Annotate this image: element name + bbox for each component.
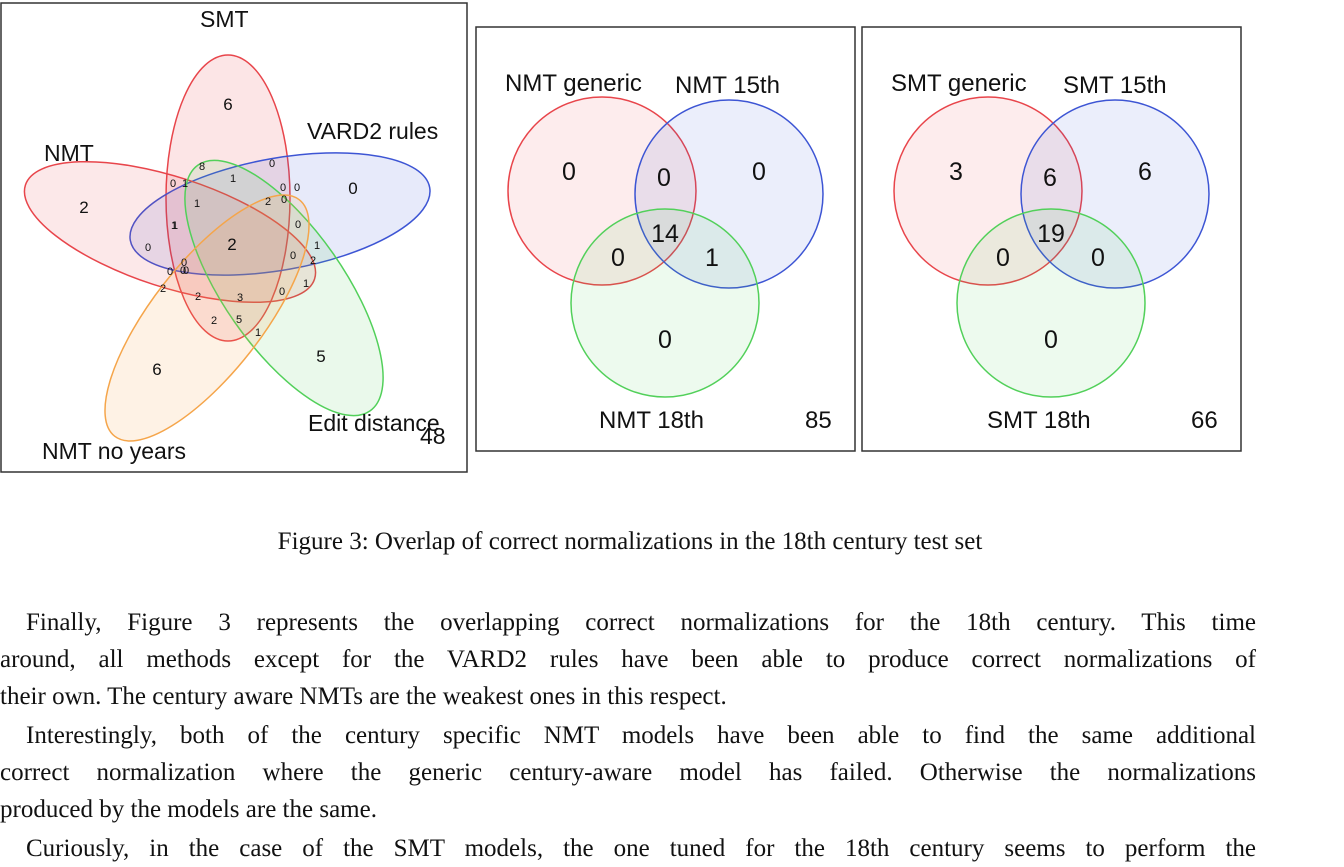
set-a-label: SMT generic: [891, 70, 1027, 97]
set-b-label: SMT 15th: [1063, 72, 1167, 99]
figure-caption: Figure 3: Overlap of correct normalizati…: [277, 528, 983, 555]
region-count: 1: [171, 220, 177, 232]
region-count: 2: [310, 255, 316, 267]
edit-distance-ellipse: [184, 159, 384, 417]
region-count: 1: [255, 327, 261, 339]
count-ac: 0: [611, 244, 625, 272]
panel-border: [861, 26, 1242, 452]
region-count: 0: [290, 250, 296, 262]
count-bc: 1: [705, 244, 719, 272]
region-count: 0: [181, 257, 187, 269]
region-count: 1: [230, 173, 236, 185]
panel-border: [0, 2, 468, 473]
venn-smt-panel: SMT generic SMT 15th SMT 18th 66 3 6 6 1…: [861, 26, 1243, 454]
vard-ellipse: [129, 152, 431, 276]
paragraph: Curiously, in the case of the SMT models…: [0, 830, 1256, 867]
region-count: 0: [295, 219, 301, 231]
region-count: 2: [227, 235, 236, 254]
count-a-only: 3: [949, 158, 963, 186]
paragraph-line: around, all methods except for the VARD2…: [0, 646, 1256, 673]
region-count: 0: [167, 266, 173, 278]
count-b-only: 6: [1138, 158, 1152, 186]
paragraph-line: correct normalization where the generic …: [0, 759, 1256, 786]
region-count: 2: [79, 198, 88, 217]
count-b-only: 0: [752, 158, 766, 186]
set-c-circle: [570, 208, 760, 398]
region-count: 6: [223, 95, 232, 114]
paragraph-line: their own. The century aware NMTs are th…: [0, 683, 727, 710]
region-count: 0: [145, 242, 151, 254]
count-ab: 6: [1043, 164, 1057, 192]
edit-distance-label: Edit distance: [308, 410, 440, 436]
region-count: 6: [152, 360, 161, 379]
region-count: 5: [236, 314, 242, 326]
smt-label: SMT: [200, 6, 249, 32]
set-b-circle: [634, 99, 824, 289]
count-abc: 14: [651, 220, 679, 248]
set-c-label: NMT 18th: [599, 407, 704, 434]
paragraph: Interestingly, both of the century speci…: [0, 717, 1256, 828]
region-count: 3: [237, 292, 243, 304]
region-count: 2: [195, 291, 201, 303]
count-bc: 0: [1091, 244, 1105, 272]
set-c-circle: [956, 208, 1146, 398]
paragraph-line: Curiously, in the case of the SMT models…: [26, 835, 1256, 862]
region-count: 1: [182, 178, 188, 190]
paragraph-line: Interestingly, both of the century speci…: [26, 722, 1256, 749]
venn-five-set-panel: SMT NMT VARD2 rules Edit distance NMT no…: [0, 0, 470, 476]
count-abc: 19: [1037, 220, 1065, 248]
outside-count: 48: [420, 423, 446, 449]
nmt-no-years-label: NMT no years: [42, 438, 186, 464]
set-b-circle: [1020, 99, 1210, 289]
region-count: 0: [348, 179, 357, 198]
panel-border: [475, 26, 856, 452]
region-count: 0: [170, 178, 176, 190]
nmt-no-years-ellipse: [104, 194, 310, 442]
count-a-only: 0: [562, 158, 576, 186]
region-count: 0: [281, 194, 287, 206]
region-count: 1: [172, 220, 178, 232]
region-count: 2: [160, 283, 166, 295]
set-a-label: NMT generic: [505, 70, 642, 97]
region-count: 0: [269, 158, 275, 170]
count-c-only: 0: [1044, 326, 1058, 354]
region-count: 5: [316, 347, 325, 366]
region-count: 1: [194, 198, 200, 210]
vard-label: VARD2 rules: [307, 118, 438, 144]
region-count: 1: [314, 240, 320, 252]
paragraph: Finally, Figure 3 represents the overlap…: [0, 604, 1256, 715]
nmt-label: NMT: [44, 140, 94, 166]
region-count: 0: [183, 265, 189, 277]
region-count: 0: [294, 182, 300, 194]
paragraph-line: produced by the models are the same.: [0, 796, 377, 823]
venn-nmt-panel: NMT generic NMT 15th NMT 18th 85 0 0 0 1…: [475, 26, 857, 454]
outside-count: 85: [805, 407, 832, 434]
region-count: 2: [265, 196, 271, 208]
set-c-label: SMT 18th: [987, 407, 1091, 434]
venn-five-set: SMT NMT VARD2 rules Edit distance NMT no…: [0, 2, 468, 473]
count-ab: 0: [657, 164, 671, 192]
set-b-label: NMT 15th: [675, 72, 780, 99]
region-count: 0: [279, 286, 285, 298]
region-counts: 6 2 0 5 6 8 0 0 1 0 1 2 0 1 0 2 0 0 1 0 …: [79, 95, 357, 379]
smt-ellipse: [165, 54, 291, 342]
count-ac: 0: [996, 244, 1010, 272]
venn-smt: SMT generic SMT 15th SMT 18th 66 3 6 6 1…: [861, 26, 1242, 452]
outside-count: 66: [1191, 407, 1218, 434]
region-count: 0: [280, 182, 286, 194]
region-count: 0: [180, 265, 186, 277]
region-count: 2: [211, 315, 217, 327]
region-count: 8: [199, 161, 205, 173]
venn-nmt: NMT generic NMT 15th NMT 18th 85 0 0 0 1…: [475, 26, 856, 452]
paragraph-line: Finally, Figure 3 represents the overlap…: [26, 609, 1256, 636]
count-c-only: 0: [658, 326, 672, 354]
region-count: 1: [303, 278, 309, 290]
